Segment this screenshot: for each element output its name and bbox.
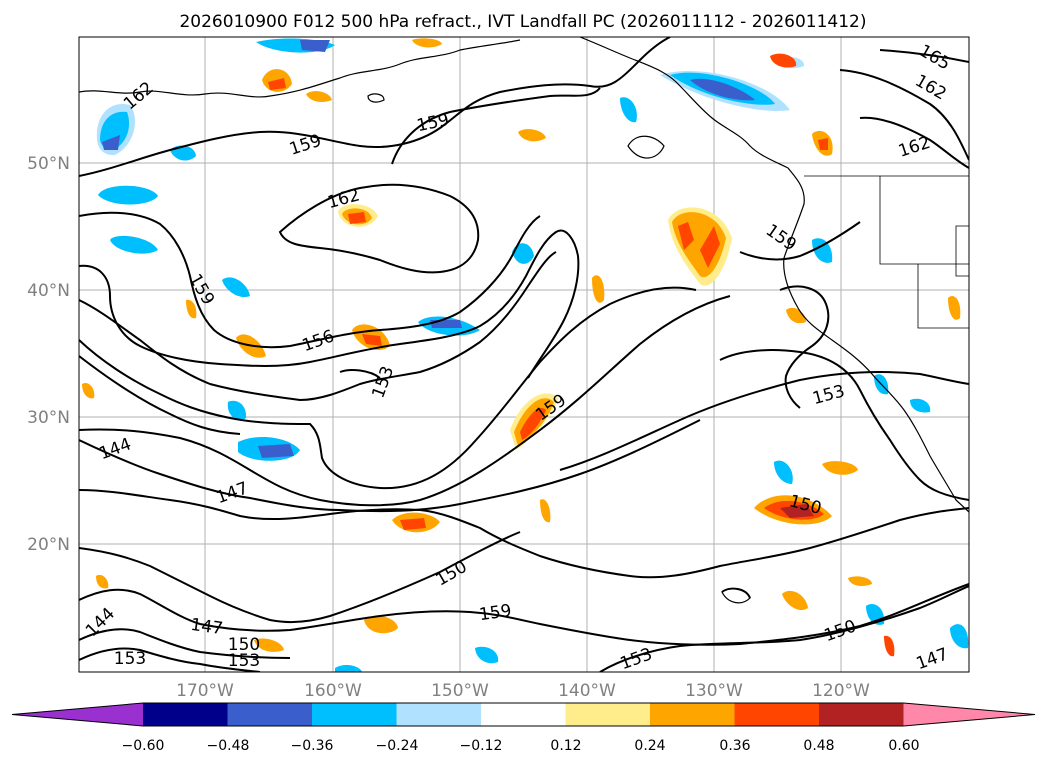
colorbar-segment	[819, 703, 904, 726]
lon-label: 140°W	[558, 681, 616, 701]
colorbar	[11, 702, 1036, 727]
colorbar-segment	[396, 703, 482, 726]
coastlines	[79, 37, 969, 604]
latitude-labels: 50°N 40°N 30°N 20°N	[27, 154, 70, 555]
colorbar-tick-label: 0.36	[719, 738, 750, 754]
colorbar-outline	[11, 702, 1036, 727]
colorbar-labels: −0.60 −0.48 −0.36 −0.24 −0.12 0.12 0.24 …	[122, 738, 920, 754]
lon-label: 160°W	[304, 681, 362, 701]
map-panel	[79, 37, 969, 672]
colorbar-segment	[143, 703, 228, 726]
colorbar-segment	[650, 703, 735, 726]
contour-label: 150	[228, 635, 260, 655]
lat-label: 20°N	[27, 535, 70, 555]
lon-label: 150°W	[431, 681, 489, 701]
lon-label: 170°W	[176, 681, 234, 701]
map-title: 2026010900 F012 500 hPa refract., IVT La…	[179, 12, 866, 32]
colorbar-segment	[481, 703, 566, 726]
contour-label: 153	[228, 651, 260, 671]
colorbar-segment	[312, 703, 397, 726]
colorbar-tick-label: 0.24	[634, 738, 665, 754]
colorbar-segment	[734, 703, 820, 726]
colorbar-extend-max	[903, 703, 1035, 726]
lat-label: 50°N	[27, 154, 70, 174]
colorbar-tick-label: −0.24	[376, 738, 419, 754]
lat-label: 30°N	[27, 408, 70, 428]
colorbar-segment	[565, 703, 651, 726]
shaded-field	[82, 38, 969, 672]
contour-label: 147	[189, 615, 224, 639]
lon-label: 130°W	[685, 681, 743, 701]
colorbar-segment	[227, 703, 313, 726]
colorbar-tick-label: 0.48	[803, 738, 834, 754]
lat-label: 40°N	[27, 281, 70, 301]
lon-label: 120°W	[812, 681, 870, 701]
colorbar-tick-label: −0.60	[122, 738, 165, 754]
colorbar-tick-label: 0.12	[550, 738, 581, 754]
contour-label: 153	[114, 649, 146, 669]
longitude-labels: 170°W 160°W 150°W 140°W 130°W 120°W	[176, 681, 870, 701]
colorbar-tick-label: 0.60	[888, 738, 919, 754]
contours	[79, 37, 969, 672]
colorbar-tick-label: −0.48	[207, 738, 250, 754]
map-frame	[78, 36, 970, 673]
colorbar-tick-label: −0.12	[460, 738, 503, 754]
contour-label: 159	[478, 601, 513, 625]
colorbar-tick-label: −0.36	[291, 738, 334, 754]
colorbar-extend-min	[12, 703, 143, 726]
